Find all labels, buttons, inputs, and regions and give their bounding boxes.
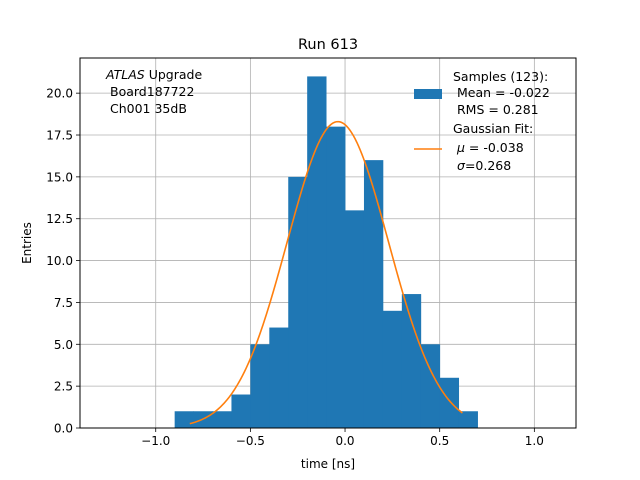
legend-mu-symbol: μ — [456, 140, 465, 155]
histogram-bar — [288, 176, 308, 428]
legend-samples: Samples (123): — [453, 69, 548, 84]
y-tick-label: 17.5 — [46, 129, 73, 143]
x-tick-label: −1.0 — [141, 434, 170, 448]
y-tick-label: 10.0 — [46, 254, 73, 268]
x-tick-label: 1.0 — [525, 434, 544, 448]
histogram-bar — [307, 76, 327, 428]
y-axis-label: Entries — [20, 222, 34, 264]
gaussian-fit-curve — [189, 120, 463, 425]
y-axis-ticks: 0.0 2.5 5.0 7.5 10.0 12.5 15.0 17.5 20.0 — [46, 87, 80, 436]
legend-sigma-value: =0.268 — [465, 158, 511, 173]
x-axis-label: time [ns] — [301, 457, 355, 471]
histogram-bar — [212, 411, 232, 428]
plot-frame — [79, 57, 577, 429]
legend-mean: Mean = -0.022 — [457, 85, 550, 100]
histogram-bar — [231, 394, 251, 428]
y-tick-label: 0.0 — [54, 422, 73, 436]
histogram-bar — [174, 411, 194, 428]
legend-histogram-swatch — [414, 89, 442, 99]
annotation-line1: ATLAS Upgrade — [105, 67, 202, 82]
legend-sigma-symbol: σ — [457, 158, 466, 173]
histogram-bar — [269, 327, 289, 428]
histogram-bar — [326, 126, 346, 429]
histogram-bars — [174, 76, 478, 429]
histogram-bar — [439, 377, 460, 428]
x-tick-label: −0.5 — [236, 434, 265, 448]
histogram-bar — [363, 160, 384, 428]
gaussian-fit-line — [189, 120, 463, 425]
annotation-upgrade: Upgrade — [145, 67, 203, 82]
annotation-atlas: ATLAS — [105, 67, 145, 82]
legend-rms: RMS = 0.281 — [457, 102, 539, 117]
y-tick-label: 7.5 — [54, 296, 73, 310]
y-tick-label: 12.5 — [46, 212, 73, 226]
histogram-bar — [401, 294, 422, 428]
y-tick-label: 20.0 — [46, 87, 73, 101]
histogram-bar — [345, 210, 365, 428]
histogram-bar — [250, 344, 270, 428]
y-tick-label: 15.0 — [46, 170, 73, 184]
y-tick-label: 2.5 — [54, 380, 73, 394]
y-tick-label: 5.0 — [54, 338, 73, 352]
legend-fit-title: Gaussian Fit: — [453, 121, 533, 136]
x-tick-label: 0.5 — [430, 434, 449, 448]
legend-mu: μ = -0.038 — [456, 140, 524, 155]
chart-title: Run 613 — [298, 37, 358, 53]
legend-sigma: σ=0.268 — [457, 158, 511, 173]
histogram-bar — [382, 310, 403, 428]
legend: Samples (123): Mean = -0.022 RMS = 0.281… — [414, 69, 550, 173]
histogram-bar — [420, 344, 441, 428]
histogram-bar — [458, 411, 478, 428]
x-axis-ticks: −1.0 −0.5 0.0 0.5 1.0 — [141, 428, 544, 448]
annotation-board: Board187722 — [110, 84, 194, 99]
x-tick-label: 0.0 — [335, 434, 354, 448]
legend-mu-value: = -0.038 — [465, 140, 524, 155]
atlas-annotation: ATLAS Upgrade Board187722 Ch001 35dB — [105, 67, 202, 116]
annotation-channel: Ch001 35dB — [110, 101, 187, 116]
